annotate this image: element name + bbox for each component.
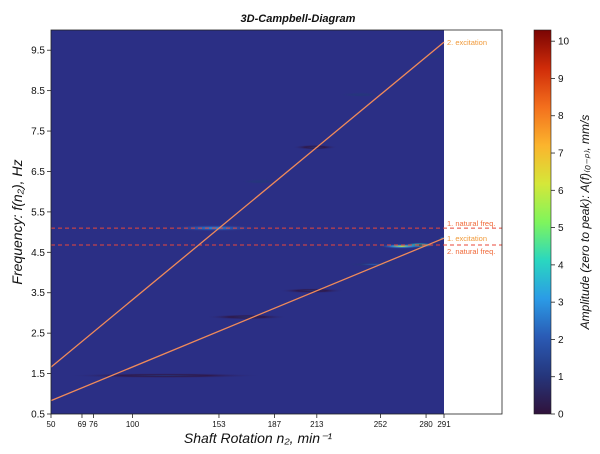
amplitude-hotspot bbox=[338, 92, 384, 98]
excitation-line bbox=[50, 237, 445, 402]
x-tick-label: 252 bbox=[374, 420, 388, 429]
plot-frame bbox=[50, 29, 503, 415]
colorbar-label: Amplitude (zero to peak): A(f)₍₀₋ₚ₎, mm/… bbox=[578, 115, 592, 331]
colorbar-tick-label: 8 bbox=[558, 111, 564, 122]
colorbar-tick-label: 6 bbox=[558, 186, 564, 197]
amplitude-hotspot bbox=[279, 288, 345, 294]
colorbar-tick-label: 0 bbox=[558, 410, 564, 421]
y-axis: 0.5 1.5 2.5 3.5 4.5 5.5 6.5 7.5 8.5 9.5 bbox=[31, 46, 51, 421]
amplitude-hotspot bbox=[205, 314, 288, 320]
excitation-label: 2. excitation bbox=[447, 38, 487, 47]
x-axis-label: Shaft Rotation n₂, min⁻¹ bbox=[184, 430, 332, 446]
amplitude-hotspot bbox=[292, 144, 339, 150]
colorbar-tick-label: 9 bbox=[558, 74, 564, 85]
x-axis: 50 69 76 100 153 187 213 252 280 291 bbox=[47, 414, 451, 429]
colorbar-tick-label: 1 bbox=[558, 372, 564, 383]
x-tick-label: 50 bbox=[47, 420, 56, 429]
empty-region bbox=[444, 30, 502, 414]
amplitude-hotspot bbox=[67, 373, 263, 379]
excitation-label: 1. excitation bbox=[447, 234, 487, 243]
colorbar-tick-label: 7 bbox=[558, 149, 564, 160]
amplitude-hotspot bbox=[421, 53, 444, 59]
amplitude-hotspot bbox=[240, 179, 280, 185]
chart-title: 3D-Campbell-Diagram bbox=[241, 13, 356, 25]
y-tick-label: 5.5 bbox=[31, 207, 45, 218]
x-tick-label: 69 bbox=[78, 420, 87, 429]
colorbar-tick-label: 10 bbox=[558, 37, 570, 48]
x-tick-label: 76 bbox=[89, 420, 98, 429]
colorbar-tick-label: 3 bbox=[558, 298, 564, 309]
x-tick-label: 280 bbox=[419, 420, 433, 429]
colorbar-tick-label: 5 bbox=[558, 223, 564, 234]
y-tick-label: 6.5 bbox=[31, 167, 45, 178]
amplitude-hotspot bbox=[378, 243, 425, 249]
y-tick-label: 9.5 bbox=[31, 46, 45, 57]
y-tick-label: 4.5 bbox=[31, 248, 45, 259]
colorbar: 0 1 2 3 4 5 6 7 8 9 10 Amplitude (zero to peak): A… bbox=[533, 29, 592, 421]
excitation-line bbox=[50, 41, 445, 368]
colorbar-ticks: 0 1 2 3 4 5 6 7 8 9 10 bbox=[551, 37, 570, 421]
x-tick-label: 213 bbox=[310, 420, 324, 429]
amplitude-hotspot bbox=[344, 261, 404, 267]
colorbar-tick-label: 4 bbox=[558, 260, 564, 271]
y-tick-label: 8.5 bbox=[31, 86, 45, 97]
x-tick-label: 187 bbox=[268, 420, 282, 429]
y-tick-label: 7.5 bbox=[31, 127, 45, 138]
x-tick-label: 153 bbox=[212, 420, 226, 429]
y-tick-label: 0.5 bbox=[31, 410, 45, 421]
y-tick-label: 1.5 bbox=[31, 369, 45, 380]
plot-area: 1. natural freq. 2. natural freq. 1. excit… bbox=[50, 29, 503, 415]
plot-background bbox=[51, 30, 444, 414]
y-tick-label: 2.5 bbox=[31, 329, 45, 340]
colorbar-gradient bbox=[533, 29, 552, 415]
colorbar-tick-label: 2 bbox=[558, 335, 564, 346]
y-axis-label: Frequency: f(n₂), Hz bbox=[9, 159, 25, 284]
campbell-lines: 1. natural freq. 2. natural freq. 1. excit… bbox=[50, 38, 502, 402]
y-tick-label: 3.5 bbox=[31, 288, 45, 299]
x-tick-label: 291 bbox=[437, 420, 451, 429]
natural-frequency-label: 1. natural freq. bbox=[447, 219, 495, 228]
natural-frequency-label: 2. natural freq. bbox=[447, 247, 495, 256]
x-tick-label: 100 bbox=[126, 420, 140, 429]
